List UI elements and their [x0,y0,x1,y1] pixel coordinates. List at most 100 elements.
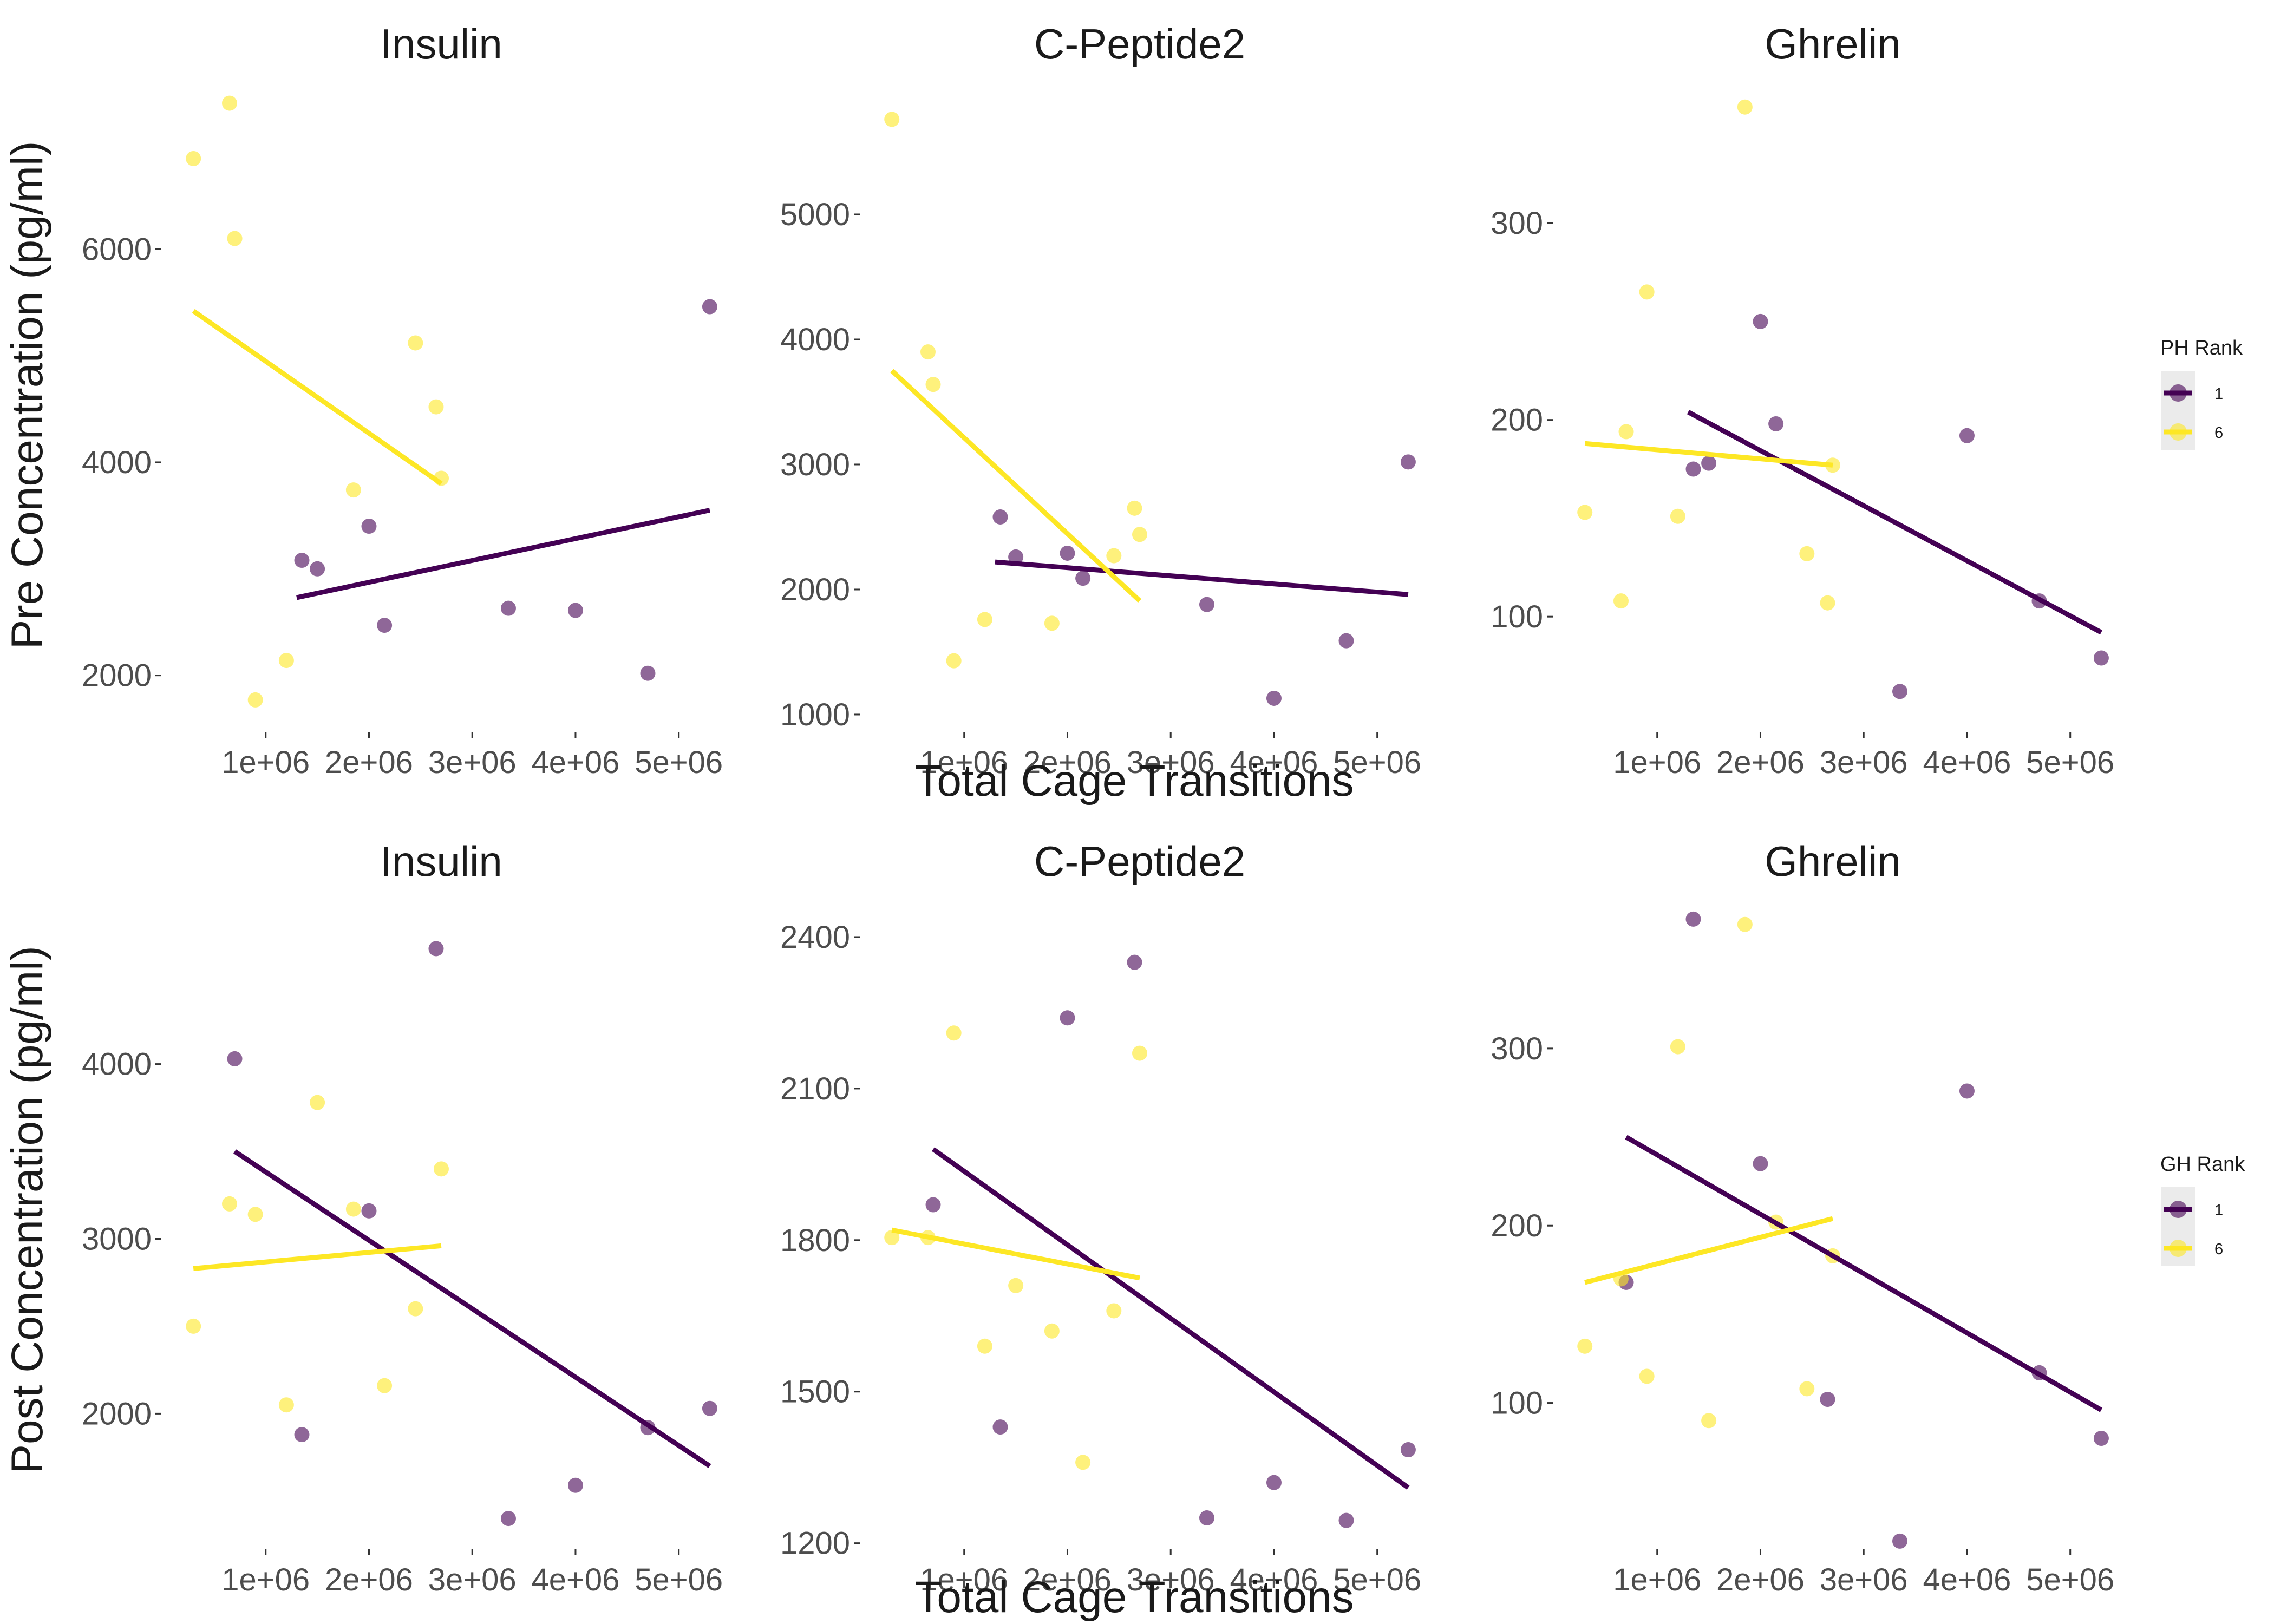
y-tick-label: 100 [1491,1386,1543,1421]
y-tick-label: 4000 [780,322,850,357]
panel-title: Ghrelin [1765,20,1900,68]
x-tick-label: 4e+06 [1230,745,1318,780]
data-point [1768,416,1784,431]
data-point [884,1230,900,1246]
y-tick-label: 1800 [780,1223,850,1258]
data-point [428,941,444,957]
data-point [221,95,237,111]
data-point [640,665,656,681]
legend-key-point [2170,423,2187,441]
data-point [1338,1512,1354,1528]
data-point [1670,1039,1685,1055]
data-point [247,1207,263,1222]
data-point [925,1197,941,1213]
x-tick-label: 4e+06 [532,1562,620,1597]
x-tick-label: 5e+06 [2026,1562,2114,1597]
data-point [925,377,941,392]
data-point [1701,1413,1717,1429]
data-point [567,1477,583,1493]
x-tick-label: 2e+06 [1023,745,1112,780]
data-point [408,335,423,351]
data-point [920,344,936,360]
data-point [186,1318,201,1334]
data-point [1127,500,1142,516]
x-tick-label: 1e+06 [920,745,1008,780]
plot-panels: Insulin 2000 4000 6000 1e+06 2e+06 3e+06 4e+06 5… [82,20,2114,1597]
data-point [294,1427,310,1443]
data-point [1132,527,1147,542]
x-tick-label: 3e+06 [428,1562,517,1597]
y-tick-label: 300 [1491,1031,1543,1066]
data-point [1008,1278,1024,1293]
x-tick-label: 1e+06 [920,1562,1008,1597]
y-tick-label: 5000 [780,197,850,232]
data-point [294,553,310,568]
data-point [946,1025,962,1041]
data-point [977,612,992,627]
data-point [1613,593,1629,609]
chart-panel: Ghrelin 100 200 300 1e+06 2e+06 3e+06 4e+06 5e+0… [1491,20,2114,780]
y-tick-label: 2100 [780,1071,850,1106]
data-point [377,1378,393,1393]
data-point [1892,1533,1907,1549]
x-tick-label: 2e+06 [1023,1562,1112,1597]
y-axis-title-top: Pre Concentration (pg/ml) [3,141,52,650]
trend-line [1584,1216,1834,1285]
data-point [221,1196,237,1212]
data-point [227,231,243,246]
data-point [247,692,263,708]
x-tick-label: 1e+06 [1613,1562,1701,1597]
data-point [1753,313,1768,329]
x-tick-label: 5e+06 [1333,745,1421,780]
legend-key-point [2170,1240,2187,1257]
data-point [1737,99,1753,115]
chart-panel: C-Peptide2 1000 2000 3000 4000 5000 1e+06 2e+06… [780,20,1421,780]
trend-line [1584,441,1833,468]
data-point [1959,428,1975,443]
x-tick-label: 3e+06 [1127,1562,1215,1597]
data-point [310,1095,325,1110]
trend-line [192,309,443,486]
data-point [1075,1455,1091,1470]
data-point [434,1161,449,1177]
data-point [1577,1338,1593,1354]
data-point [428,399,444,415]
data-point [977,1338,992,1354]
y-tick-label: 4000 [82,1047,152,1082]
data-point [1075,571,1091,586]
data-point [1639,1368,1655,1384]
data-point [1685,461,1701,477]
data-point [1060,1010,1075,1026]
data-point [1199,1510,1214,1526]
data-point [702,299,717,315]
chart-panel: Ghrelin 100 200 300 1e+06 2e+06 3e+06 4e+06 5e+0… [1491,837,2114,1597]
data-point [227,1051,243,1066]
y-tick-label: 2000 [82,1396,152,1431]
chart-panel: Insulin 2000 4000 6000 1e+06 2e+06 3e+06 4e+06 5… [82,20,723,780]
x-axis-title-top: Total Cage Transitions [914,756,1354,806]
x-tick-label: 1e+06 [221,745,310,780]
legend-label: 1 [2214,385,2223,403]
data-point [1799,1381,1815,1397]
data-point [1639,284,1655,300]
data-point [1753,1156,1768,1171]
x-tick-label: 1e+06 [1613,745,1701,780]
data-point [278,653,294,669]
y-tick-label: 1200 [780,1526,850,1561]
y-tick-label: 6000 [82,232,152,267]
x-tick-label: 2e+06 [1716,745,1805,780]
legend-title: PH Rank [2160,337,2243,359]
panel-title: Ghrelin [1765,837,1900,885]
data-point [946,653,962,669]
x-tick-label: 5e+06 [635,1562,723,1597]
trend-line [296,508,710,600]
y-tick-label: 1500 [780,1374,850,1410]
y-tick-label: 3000 [780,447,850,482]
data-point [1132,1045,1147,1061]
data-point [310,561,325,577]
x-tick-label: 3e+06 [1820,1562,1908,1597]
data-point [1820,1392,1835,1407]
data-point [1577,505,1593,520]
legend-ph-rank: PH Rank 1 6 [2160,337,2243,450]
